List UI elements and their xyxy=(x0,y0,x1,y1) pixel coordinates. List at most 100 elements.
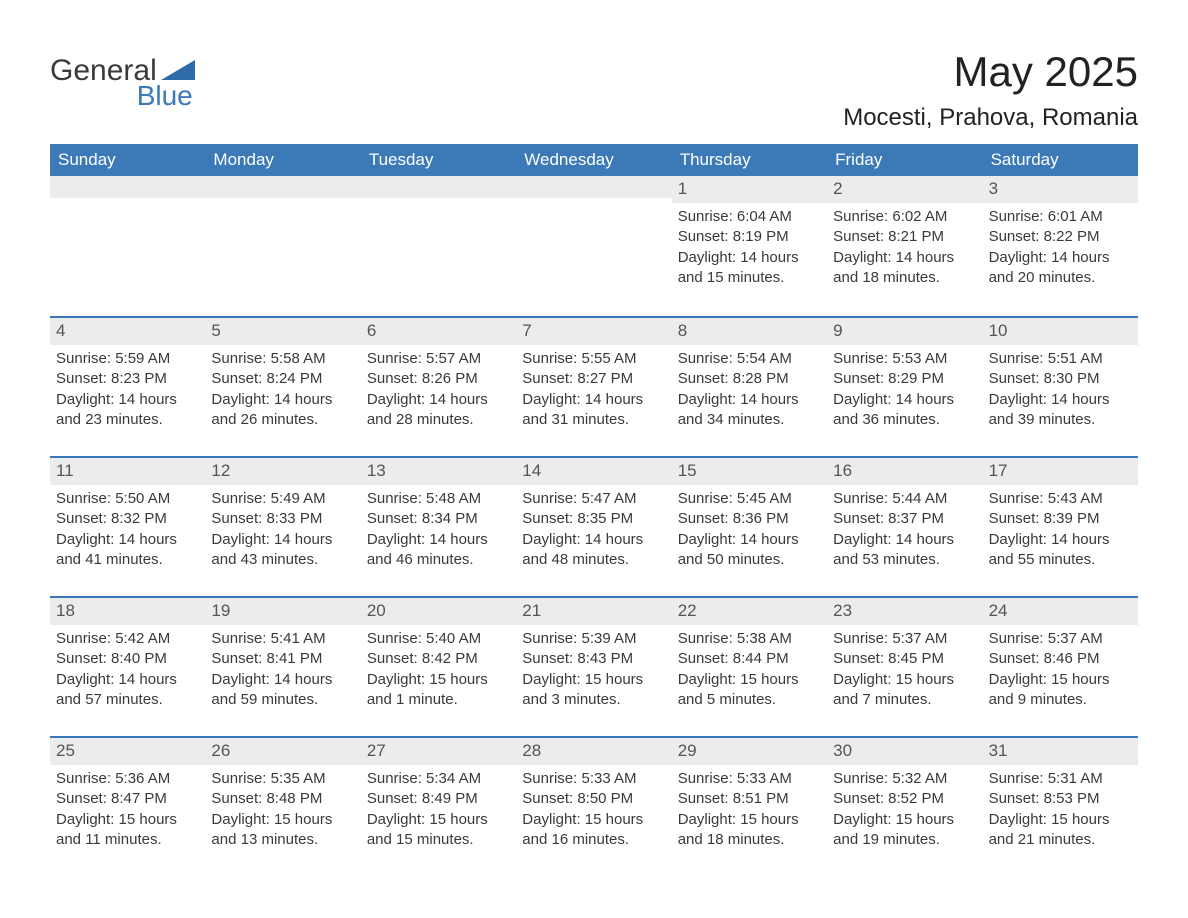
calendar-week: 4Sunrise: 5:59 AMSunset: 8:23 PMDaylight… xyxy=(50,316,1138,444)
day-number: 12 xyxy=(205,458,360,485)
day-info-line: Sunset: 8:49 PM xyxy=(367,789,510,809)
calendar-day: 5Sunrise: 5:58 AMSunset: 8:24 PMDaylight… xyxy=(205,318,360,444)
day-number xyxy=(361,176,516,198)
day-info-line: Sunrise: 6:02 AM xyxy=(833,207,976,227)
calendar-day: 1Sunrise: 6:04 AMSunset: 8:19 PMDaylight… xyxy=(672,176,827,304)
day-info-line: and 21 minutes. xyxy=(989,830,1132,850)
calendar-day: 6Sunrise: 5:57 AMSunset: 8:26 PMDaylight… xyxy=(361,318,516,444)
day-info-line: Sunrise: 5:48 AM xyxy=(367,489,510,509)
dow-tuesday: Tuesday xyxy=(361,144,516,176)
day-number: 6 xyxy=(361,318,516,345)
day-info-line: Daylight: 14 hours xyxy=(833,530,976,550)
day-number: 20 xyxy=(361,598,516,625)
day-info-line: Daylight: 15 hours xyxy=(678,810,821,830)
day-info-line: and 43 minutes. xyxy=(211,550,354,570)
day-info-line: Sunrise: 5:43 AM xyxy=(989,489,1132,509)
day-number: 11 xyxy=(50,458,205,485)
day-info-line: Sunrise: 5:44 AM xyxy=(833,489,976,509)
day-info-line: Daylight: 14 hours xyxy=(56,670,199,690)
day-info-line: Sunset: 8:33 PM xyxy=(211,509,354,529)
day-info-line: Sunrise: 5:55 AM xyxy=(522,349,665,369)
day-info-line: and 57 minutes. xyxy=(56,690,199,710)
day-number: 14 xyxy=(516,458,671,485)
day-info-line: and 18 minutes. xyxy=(678,830,821,850)
day-info-line: Sunset: 8:45 PM xyxy=(833,649,976,669)
calendar-day: 29Sunrise: 5:33 AMSunset: 8:51 PMDayligh… xyxy=(672,738,827,864)
day-info-line: Sunset: 8:42 PM xyxy=(367,649,510,669)
calendar-day xyxy=(205,176,360,304)
calendar-page: General Blue May 2025 Mocesti, Prahova, … xyxy=(0,0,1188,904)
calendar-day: 22Sunrise: 5:38 AMSunset: 8:44 PMDayligh… xyxy=(672,598,827,724)
calendar-day: 3Sunrise: 6:01 AMSunset: 8:22 PMDaylight… xyxy=(983,176,1138,304)
day-info-line: Sunrise: 5:40 AM xyxy=(367,629,510,649)
calendar-day xyxy=(361,176,516,304)
day-info-line: Daylight: 14 hours xyxy=(678,530,821,550)
calendar-week: 18Sunrise: 5:42 AMSunset: 8:40 PMDayligh… xyxy=(50,596,1138,724)
day-info-line: Sunset: 8:35 PM xyxy=(522,509,665,529)
calendar-day: 7Sunrise: 5:55 AMSunset: 8:27 PMDaylight… xyxy=(516,318,671,444)
day-info-line: and 16 minutes. xyxy=(522,830,665,850)
day-info-line: Sunset: 8:21 PM xyxy=(833,227,976,247)
location-text: Mocesti, Prahova, Romania xyxy=(843,104,1138,132)
day-number: 13 xyxy=(361,458,516,485)
day-info-line: and 15 minutes. xyxy=(678,268,821,288)
day-info-line: Sunset: 8:36 PM xyxy=(678,509,821,529)
day-info-line: Sunset: 8:19 PM xyxy=(678,227,821,247)
day-info-line: Sunrise: 5:51 AM xyxy=(989,349,1132,369)
brand-triangle-icon xyxy=(161,58,195,80)
day-info-line: and 28 minutes. xyxy=(367,410,510,430)
day-info-line: and 18 minutes. xyxy=(833,268,976,288)
day-info-line: Daylight: 14 hours xyxy=(56,530,199,550)
day-info-line: and 34 minutes. xyxy=(678,410,821,430)
day-info-line: Daylight: 14 hours xyxy=(367,530,510,550)
day-info-line: Daylight: 14 hours xyxy=(211,530,354,550)
day-info-line: Sunset: 8:30 PM xyxy=(989,369,1132,389)
day-number xyxy=(205,176,360,198)
calendar-week: 1Sunrise: 6:04 AMSunset: 8:19 PMDaylight… xyxy=(50,176,1138,304)
day-number: 28 xyxy=(516,738,671,765)
day-of-week-header: Sunday Monday Tuesday Wednesday Thursday… xyxy=(50,144,1138,176)
weeks-container: 1Sunrise: 6:04 AMSunset: 8:19 PMDaylight… xyxy=(50,176,1138,864)
day-info-line: Daylight: 15 hours xyxy=(56,810,199,830)
day-info-line: Daylight: 14 hours xyxy=(833,248,976,268)
day-info-line: Sunset: 8:32 PM xyxy=(56,509,199,529)
day-info-line: Sunrise: 5:31 AM xyxy=(989,769,1132,789)
day-number: 17 xyxy=(983,458,1138,485)
day-info-line: Sunset: 8:27 PM xyxy=(522,369,665,389)
day-info-line: Daylight: 14 hours xyxy=(522,530,665,550)
day-info-line: Sunrise: 5:50 AM xyxy=(56,489,199,509)
dow-friday: Friday xyxy=(827,144,982,176)
day-number: 16 xyxy=(827,458,982,485)
day-info-line: Sunrise: 5:53 AM xyxy=(833,349,976,369)
day-info-line: Sunrise: 5:47 AM xyxy=(522,489,665,509)
dow-monday: Monday xyxy=(205,144,360,176)
calendar-day: 2 Sunrise: 6:02 AMSunset: 8:21 PMDaylight… xyxy=(827,176,982,304)
day-info-line: Sunrise: 5:32 AM xyxy=(833,769,976,789)
day-number: 7 xyxy=(516,318,671,345)
calendar-day: 24Sunrise: 5:37 AMSunset: 8:46 PMDayligh… xyxy=(983,598,1138,724)
brand-word-blue: Blue xyxy=(137,82,193,110)
calendar-day: 21Sunrise: 5:39 AMSunset: 8:43 PMDayligh… xyxy=(516,598,671,724)
calendar-day: 20Sunrise: 5:40 AMSunset: 8:42 PMDayligh… xyxy=(361,598,516,724)
calendar-day: 25Sunrise: 5:36 AMSunset: 8:47 PMDayligh… xyxy=(50,738,205,864)
calendar-day: 18Sunrise: 5:42 AMSunset: 8:40 PMDayligh… xyxy=(50,598,205,724)
day-info-line: and 5 minutes. xyxy=(678,690,821,710)
day-number: 8 xyxy=(672,318,827,345)
day-info-line: and 50 minutes. xyxy=(678,550,821,570)
day-number: 15 xyxy=(672,458,827,485)
calendar-grid: Sunday Monday Tuesday Wednesday Thursday… xyxy=(50,144,1138,864)
day-info-line: Daylight: 14 hours xyxy=(211,390,354,410)
day-number: 29 xyxy=(672,738,827,765)
month-title: May 2025 xyxy=(843,50,1138,94)
day-number: 2 xyxy=(827,176,982,203)
day-info-line: and 23 minutes. xyxy=(56,410,199,430)
calendar-day: 13Sunrise: 5:48 AMSunset: 8:34 PMDayligh… xyxy=(361,458,516,584)
day-info-line: and 55 minutes. xyxy=(989,550,1132,570)
calendar-day: 19Sunrise: 5:41 AMSunset: 8:41 PMDayligh… xyxy=(205,598,360,724)
day-number: 27 xyxy=(361,738,516,765)
day-number: 21 xyxy=(516,598,671,625)
calendar-day: 17Sunrise: 5:43 AMSunset: 8:39 PMDayligh… xyxy=(983,458,1138,584)
calendar-day xyxy=(50,176,205,304)
day-info-line: Daylight: 15 hours xyxy=(367,810,510,830)
day-number: 3 xyxy=(983,176,1138,203)
